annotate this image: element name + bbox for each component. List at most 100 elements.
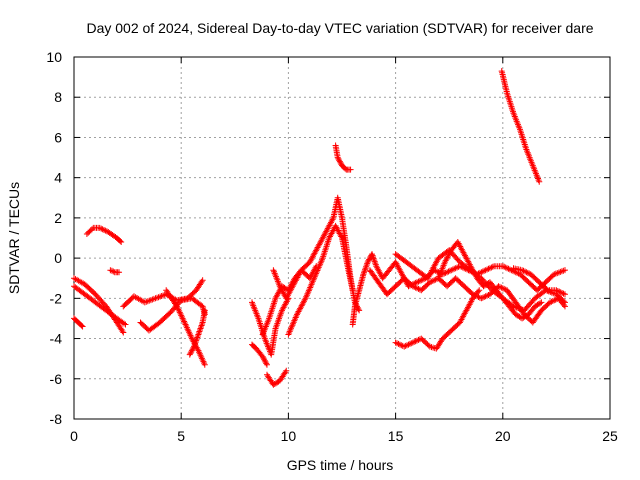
data-point	[366, 256, 373, 263]
data-point	[431, 277, 438, 284]
data-point	[99, 226, 106, 233]
data-point	[560, 298, 567, 305]
data-point	[488, 264, 495, 271]
y-tick-label: -4	[50, 331, 63, 347]
data-point	[495, 283, 502, 290]
series-t4	[83, 224, 125, 246]
data-point	[476, 287, 483, 294]
data-point	[412, 284, 419, 291]
x-tick-label: 25	[602, 428, 618, 444]
data-point	[101, 227, 107, 233]
data-point	[199, 277, 206, 284]
data-point	[478, 269, 485, 276]
data-point	[484, 266, 491, 273]
y-tick-labels: -8 -6 -4 -2 0 2 4 6 8 10	[46, 49, 62, 427]
data-point	[337, 159, 344, 166]
data-point	[398, 342, 405, 349]
data-point	[561, 299, 568, 306]
series-t23	[498, 68, 543, 185]
data-point	[415, 278, 422, 285]
data-point	[451, 265, 458, 272]
series-t22	[510, 265, 568, 298]
y-tick-label: 6	[54, 129, 62, 145]
data-point	[89, 226, 95, 233]
data-point	[426, 279, 433, 286]
data-point	[78, 322, 85, 329]
series-t9	[186, 307, 208, 358]
data-point	[188, 349, 195, 355]
data-point	[122, 321, 129, 328]
data-point	[409, 283, 416, 290]
data-point	[356, 307, 363, 314]
series-t16	[332, 142, 354, 173]
y-axis-label: SDTVAR / TECUs	[6, 182, 22, 294]
data-point	[475, 288, 482, 295]
data-point	[560, 290, 567, 297]
data-point	[121, 320, 127, 327]
data-point	[188, 347, 195, 354]
data-point	[537, 300, 544, 307]
data-point	[116, 269, 123, 276]
series-t14	[270, 194, 363, 314]
data-point	[499, 263, 506, 270]
data-point	[411, 283, 418, 290]
data-marks	[71, 68, 568, 388]
data-point	[108, 267, 115, 274]
data-point	[416, 277, 423, 284]
data-point	[444, 269, 451, 276]
data-point	[118, 239, 125, 246]
data-point	[548, 298, 555, 305]
series-t2	[71, 283, 129, 328]
data-point	[406, 340, 413, 347]
data-point	[478, 295, 485, 302]
data-point	[445, 268, 452, 275]
data-point	[489, 263, 496, 270]
data-point	[263, 361, 270, 368]
data-point	[499, 285, 506, 292]
data-point	[561, 267, 568, 274]
data-point	[189, 346, 196, 353]
y-tick-label: 8	[54, 89, 62, 105]
y-tick-label: -8	[50, 411, 63, 427]
series-t15	[285, 222, 356, 338]
data-point	[429, 277, 436, 284]
chart-title: Day 002 of 2024, Sidereal Day-to-day VTE…	[86, 20, 593, 36]
series-t5	[107, 267, 123, 276]
y-tick-label: 2	[54, 210, 62, 226]
data-point	[409, 339, 416, 346]
data-point	[349, 287, 356, 294]
data-point	[282, 369, 289, 376]
data-point	[79, 323, 86, 330]
data-point	[201, 361, 208, 368]
x-tick-label: 10	[281, 428, 297, 444]
data-point	[392, 339, 399, 346]
data-point	[187, 350, 194, 357]
series-t12	[264, 367, 290, 388]
data-point	[190, 344, 197, 351]
series-t3	[71, 315, 86, 330]
data-point	[557, 289, 564, 296]
data-point	[261, 357, 268, 364]
data-point	[547, 299, 553, 306]
data-point	[262, 359, 269, 365]
data-point	[498, 284, 505, 291]
data-point	[259, 353, 266, 360]
x-tick-label: 5	[177, 428, 185, 444]
data-point	[485, 265, 492, 272]
data-point	[283, 367, 290, 374]
data-point	[117, 238, 124, 244]
x-tick-labels: 0 5 10 15 20 25	[70, 428, 618, 444]
data-point	[481, 267, 488, 274]
data-point	[446, 267, 453, 274]
series-t10	[249, 295, 292, 358]
data-point	[98, 225, 105, 232]
y-tick-label: -2	[50, 290, 63, 306]
data-point	[523, 269, 530, 276]
plot-frame	[73, 56, 611, 420]
data-point	[355, 306, 362, 313]
data-point	[449, 266, 456, 273]
data-point	[481, 294, 488, 300]
x-tick-label: 15	[388, 428, 404, 444]
y-tick-label: 0	[54, 250, 62, 266]
